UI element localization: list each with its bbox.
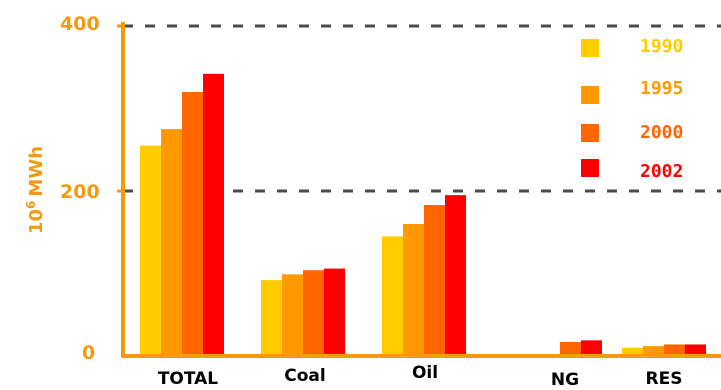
bar-oil-1995 <box>403 224 424 356</box>
bar-res-2000 <box>664 344 685 356</box>
legend-label-1990: 1990 <box>640 36 683 57</box>
category-label-ng: NG <box>551 370 579 390</box>
bar-total-1995 <box>161 129 182 356</box>
bar-total-2000 <box>182 92 203 356</box>
bar-ng-2002 <box>581 340 602 356</box>
bar-total-2002 <box>203 73 224 356</box>
y-axis-title: 106 MWh <box>24 146 47 234</box>
y-tick-label-0: 0 <box>82 342 95 364</box>
y-axis-title-exponent: 6 <box>24 201 38 209</box>
bar-total-1990 <box>140 145 161 356</box>
legend: 1990 1995 2000 2002 <box>581 36 683 182</box>
legend-label-1995: 1995 <box>640 78 683 99</box>
bar-coal-1990 <box>261 280 282 356</box>
y-axis-title-unit: MWh <box>26 146 47 197</box>
y-tick-label-200: 200 <box>60 181 100 203</box>
bars <box>140 73 706 356</box>
bar-res-1995 <box>643 346 664 356</box>
y-axis-title-base: 10 <box>26 209 47 234</box>
bar-coal-1995 <box>282 274 303 356</box>
bar-coal-2000 <box>303 270 324 356</box>
bar-oil-2002 <box>445 195 466 356</box>
bar-oil-1990 <box>382 236 403 356</box>
axes <box>117 22 721 358</box>
legend-swatch-2002 <box>581 159 599 177</box>
bar-oil-2000 <box>424 205 445 356</box>
category-label-oil: Oil <box>412 363 438 383</box>
bar-ng-2000 <box>560 341 581 356</box>
legend-label-2000: 2000 <box>640 122 683 143</box>
legend-swatch-1990 <box>581 39 599 57</box>
bar-res-1990 <box>622 347 643 356</box>
y-tick-label-400: 400 <box>60 13 100 35</box>
legend-swatch-2000 <box>581 124 599 142</box>
legend-label-2002: 2002 <box>640 161 683 182</box>
category-label-coal: Coal <box>284 366 325 386</box>
legend-swatch-1995 <box>581 86 599 104</box>
bar-res-2002 <box>685 344 706 356</box>
category-label-total: TOTAL <box>158 369 218 389</box>
bar-coal-2002 <box>324 268 345 356</box>
category-label-res: RES <box>646 369 683 389</box>
